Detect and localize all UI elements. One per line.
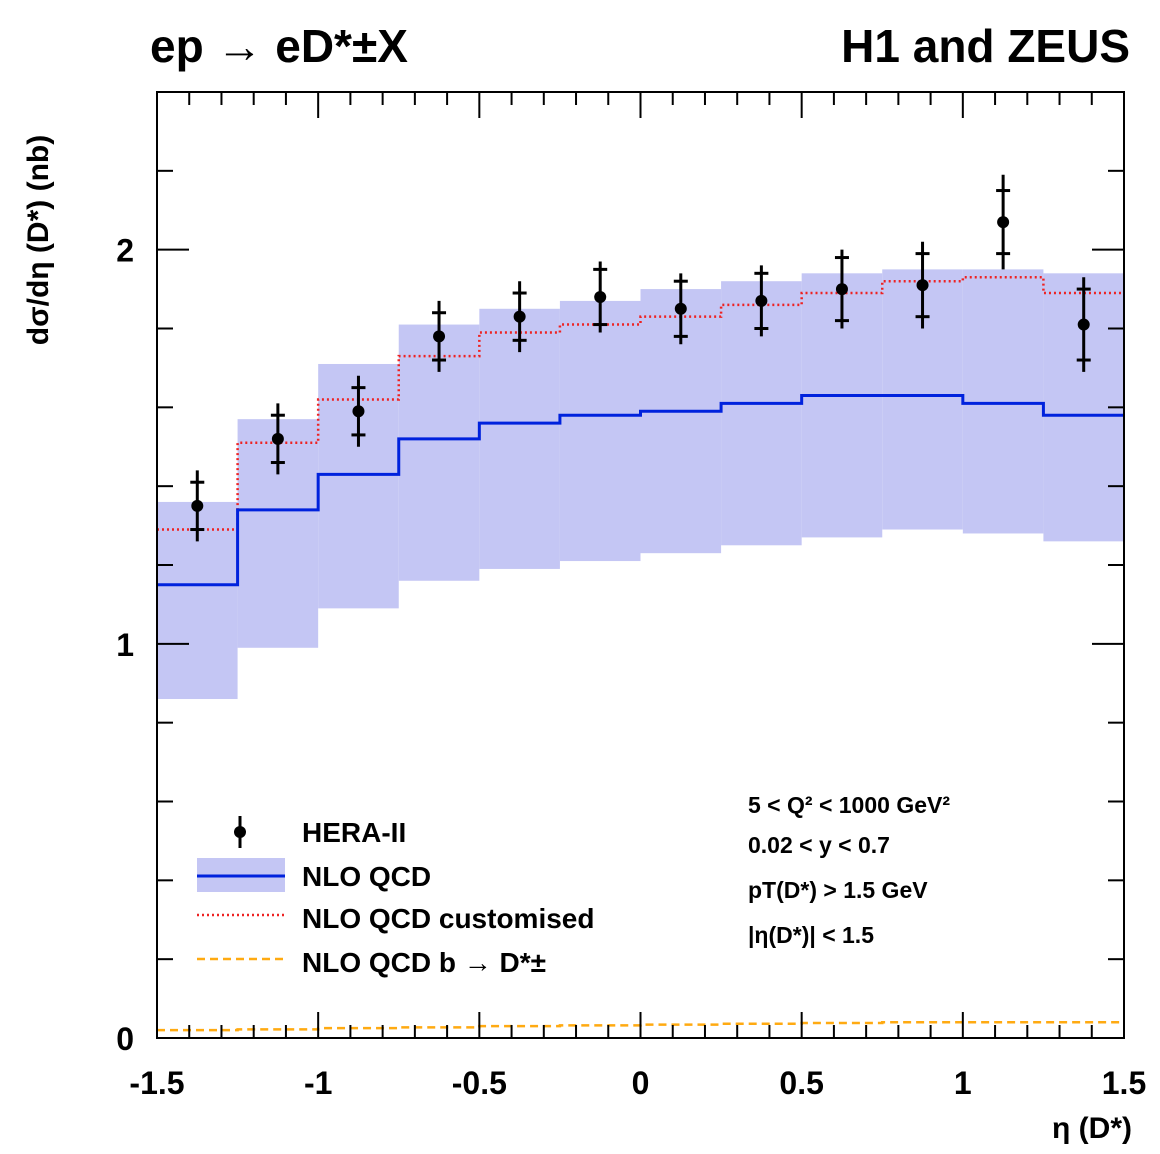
band-bin	[559, 300, 641, 562]
x-axis-label: η (D*)	[1052, 1112, 1132, 1145]
data-point	[674, 302, 687, 315]
x-tick-label: -1.5	[129, 1065, 184, 1101]
y-tick-label: 0	[116, 1021, 134, 1057]
legend: HERA-II NLO QCD NLO QCD customised NLO QCD …	[197, 816, 594, 978]
data-point	[755, 294, 768, 307]
data-point	[835, 283, 848, 296]
x-tick-label: 1	[954, 1065, 972, 1101]
band-bin	[962, 269, 1044, 534]
x-tick-label: 1.5	[1102, 1065, 1146, 1101]
data-point	[1077, 318, 1090, 331]
data-point	[433, 330, 446, 343]
y-tick-label: 2	[116, 233, 134, 269]
x-tick-label: -1	[304, 1065, 332, 1101]
kinematic-cuts: 5 < Q² < 1000 GeV² 0.02 < y < 0.7 pT(D*)…	[748, 792, 950, 948]
collaboration-label: H1 and ZEUS	[841, 20, 1130, 72]
series-line-0	[157, 394, 1124, 587]
x-tick-label: 0.5	[779, 1065, 823, 1101]
legend-label: NLO QCD b → D*±	[302, 947, 546, 978]
data-points	[190, 174, 1091, 542]
legend-label: NLO QCD	[302, 861, 431, 892]
cut-q2: 5 < Q² < 1000 GeV²	[748, 792, 950, 818]
y-axis-label: dσ/dη (D*) (nb)	[22, 135, 55, 345]
legend-label: NLO QCD customised	[302, 903, 594, 934]
data-point	[513, 310, 526, 323]
axis-ticks: -1.5 -1 -0.5 0 0.5 1 1.5 0 1 2	[116, 91, 1146, 1101]
x-tick-label: -0.5	[452, 1065, 507, 1101]
cut-y: 0.02 < y < 0.7	[748, 832, 890, 858]
data-point	[271, 432, 284, 445]
cut-pt: pT(D*) > 1.5 GeV	[748, 877, 928, 903]
data-point	[916, 279, 929, 292]
nlo-band	[157, 269, 1124, 700]
data-point	[997, 216, 1010, 229]
cut-eta: |η(D*)| < 1.5	[748, 922, 874, 948]
y-tick-label: 1	[116, 627, 134, 663]
data-point	[594, 290, 607, 303]
x-tick-label: 0	[632, 1065, 650, 1101]
data-point	[352, 405, 365, 418]
chart-title: ep → eD*±X	[150, 20, 408, 72]
legend-label: HERA-II	[302, 817, 406, 848]
data-point	[191, 499, 204, 512]
legend-marker-data	[234, 826, 246, 838]
